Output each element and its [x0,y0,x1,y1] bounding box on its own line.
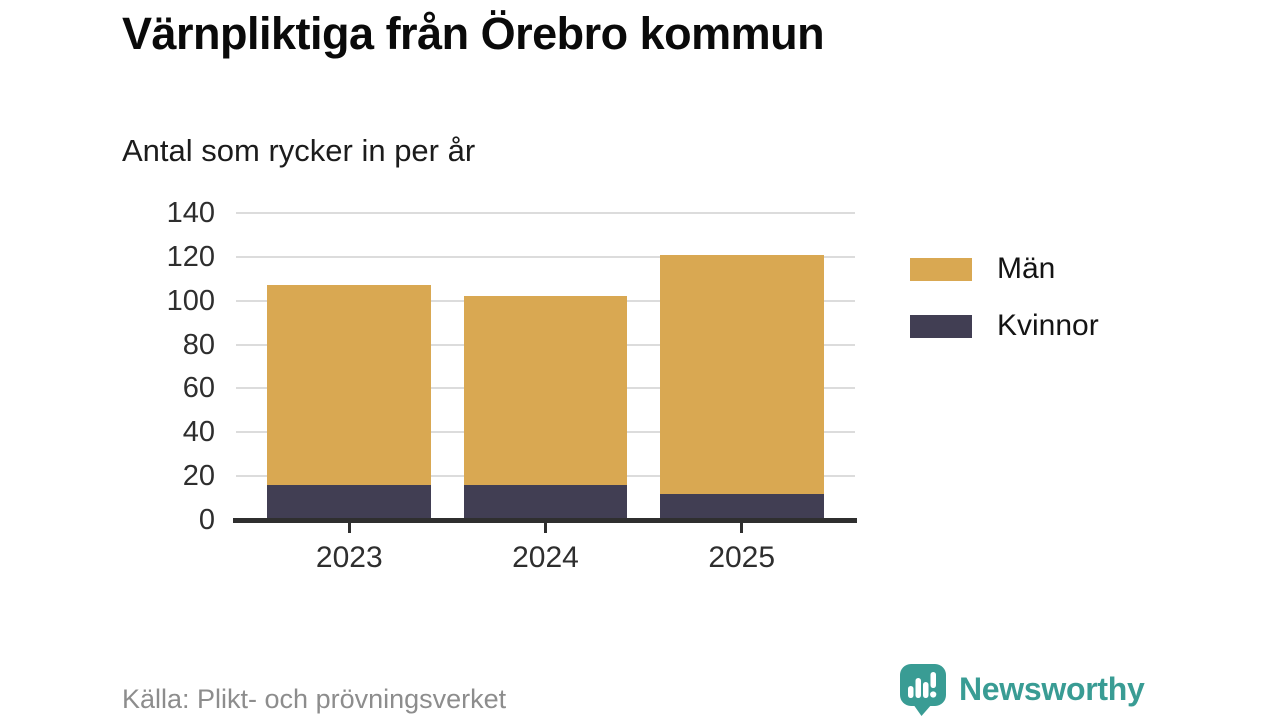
bar-2023-kvinnor [267,484,432,520]
x-axis-tick [740,523,744,533]
y-axis-tick-label: 0 [198,504,215,536]
bar-2023-män [267,285,432,485]
chart-subtitle: Antal som rycker in per år [122,133,476,168]
y-axis-tick-label: 120 [166,240,215,273]
y-axis-tick-label: 60 [182,372,215,405]
bar-2025-män [659,254,824,494]
legend-item-men: Män [910,252,1099,286]
plot-area: 0 20 40 60 80 100 120 140 2023 2024 2025 [167,197,857,574]
chart-title: Värnpliktiga från Örebro kommun [122,8,825,59]
y-axis-tick-label: 40 [182,416,215,449]
x-axis-tick [347,523,351,533]
bar-2024-kvinnor [463,484,628,520]
x-axis-label-2024: 2024 [512,541,579,574]
gridline-120 [236,255,855,258]
x-axis-line [233,518,857,523]
legend-swatch-women [910,314,972,338]
y-axis-tick-label: 80 [182,328,215,361]
newsworthy-logo: Newsworthy [899,663,1145,716]
y-axis-tick-label: 140 [166,197,215,229]
newsworthy-speech-bubble-bar-chart-icon [900,664,946,716]
bar-2025-kvinnor [659,493,824,520]
x-axis-label-2025: 2025 [708,541,776,574]
legend-label-men: Män [997,252,1056,285]
bar-2024-män [463,296,628,485]
gridline-140 [236,212,855,214]
newsworthy-logo-text: Newsworthy [959,671,1145,707]
y-axis-tick-label: 100 [166,284,215,317]
legend-item-women: Kvinnor [910,309,1099,343]
legend-label-women: Kvinnor [997,309,1099,342]
x-axis-tick [544,523,547,533]
x-axis-label-2023: 2023 [315,541,383,574]
legend-swatch-men [910,257,972,281]
legend: Män Kvinnor [910,252,1099,366]
y-axis-tick-label: 20 [182,460,215,493]
source-text: Källa: Plikt- och prövningsverket [122,684,507,714]
